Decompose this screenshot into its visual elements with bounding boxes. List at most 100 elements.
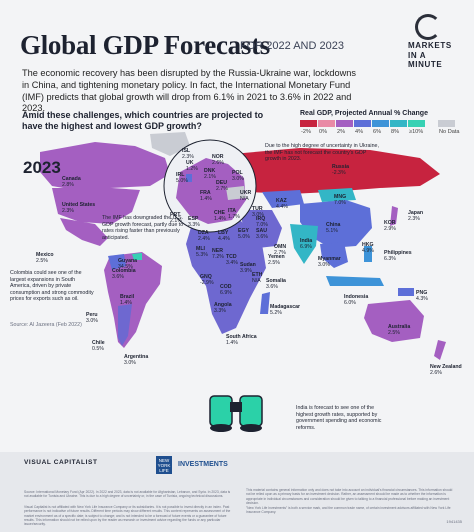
country-name: Angola <box>214 302 232 308</box>
country-name: Philippines <box>384 250 412 256</box>
legend-swatch <box>336 120 353 127</box>
region-mexico <box>60 218 108 246</box>
country-value: 3.3% <box>214 308 226 314</box>
legend-label: No Data <box>439 129 460 135</box>
country-value: 1.4% <box>120 300 132 306</box>
country-value: N/A <box>240 196 249 202</box>
country-name: Mexico <box>36 252 54 258</box>
colombia-source: Source: Al Jazeera (Feb 2022) <box>10 322 82 328</box>
ireland-inset <box>186 174 192 182</box>
europe-inset-land <box>176 158 246 224</box>
region-australia <box>364 300 424 342</box>
region-argentina <box>118 304 132 346</box>
country-name: Myanmar <box>318 256 341 262</box>
footer-source: Source: International Monetary Fund (Apr… <box>24 490 231 499</box>
country-name: POL <box>232 170 243 176</box>
country-value: 5.3% <box>196 252 208 258</box>
country-value: 7.0% <box>256 222 268 228</box>
country-value: 4.3% <box>416 296 428 302</box>
legend-swatch <box>390 120 407 127</box>
footer-disclaimer-1: Visual Capitalist is not affiliated with… <box>24 505 231 527</box>
footer-disclaimer-2: This material contains general informati… <box>246 488 453 505</box>
legend-label: -2% <box>301 129 311 135</box>
legend-title: Real GDP, Projected Annual % Change <box>300 110 428 117</box>
region-japan <box>390 206 398 226</box>
country-value: 2.7% <box>274 250 286 256</box>
country-value: -2.3% <box>332 170 346 176</box>
country-value: 4.4% <box>276 204 288 210</box>
country-name: KOR <box>384 220 396 226</box>
country-name: UKR <box>240 190 251 196</box>
legend-label: ≥10% <box>409 129 424 135</box>
country-value: 2.8% <box>62 182 74 188</box>
country-value: 1.7% <box>228 214 240 220</box>
region-china <box>300 200 372 248</box>
country-name: CHE <box>214 210 225 216</box>
country-value: 34.5% <box>118 264 133 270</box>
country-value: 5.1% <box>326 228 338 234</box>
region-canada <box>40 142 170 190</box>
country-name: ETH <box>252 272 263 278</box>
country-name: MLI <box>196 246 205 252</box>
country-value: 2.5% <box>268 260 280 266</box>
country-value: 2.5% <box>36 258 48 264</box>
country-name: Guyana <box>118 258 137 264</box>
legend-swatch <box>438 120 455 127</box>
legend-swatch <box>300 120 317 127</box>
us-note: The IMF has downgraded the U.S. GDP grow… <box>102 215 184 241</box>
region-africa <box>186 220 266 334</box>
country-name: IRL <box>176 172 185 178</box>
country-value: -2.9% <box>200 280 214 286</box>
country-name: PRT <box>170 212 181 218</box>
region-madagascar <box>260 292 270 314</box>
country-value: 1.4% <box>200 196 212 202</box>
country-name: Argentina <box>124 354 148 360</box>
question-text: Amid these challenges, which countries a… <box>22 110 264 131</box>
country-value: 2.5% <box>388 330 400 336</box>
country-value: 3.0% <box>252 212 264 218</box>
page-title: Global GDP Forecasts <box>20 30 270 60</box>
country-value: 7.2% <box>212 254 224 260</box>
logo-line-2: IN A MINUTE <box>408 51 443 69</box>
country-value: 1.2% <box>186 166 198 172</box>
country-value: 3.0% <box>232 176 244 182</box>
logo-line-1: MARKETS <box>408 41 452 50</box>
country-value: 2.4% <box>198 236 210 242</box>
country-value: 3.6% <box>266 284 278 290</box>
country-name: Brazil <box>120 294 135 300</box>
country-name: China <box>326 222 341 228</box>
country-name: Sudan <box>240 262 256 268</box>
country-value: 1.4% <box>226 340 238 346</box>
country-value: 3.3% <box>188 222 200 228</box>
country-value: 5.0% <box>238 234 250 240</box>
country-name: DEU <box>216 180 227 186</box>
region-guyana <box>132 253 142 260</box>
country-name: Somalia <box>266 278 286 284</box>
legend-label: 8% <box>391 129 400 135</box>
ukraine-inset <box>226 186 246 200</box>
region-united-states <box>52 188 140 224</box>
logo-ring-icon <box>415 14 441 40</box>
country-name: Colombia <box>112 268 136 274</box>
country-value: 3.9% <box>240 268 252 274</box>
country-value: 2.6% <box>212 160 224 166</box>
country-name: Chile <box>92 340 105 346</box>
country-value: 4.4% <box>218 236 230 242</box>
country-name: EGY <box>238 228 249 234</box>
region-greenland <box>150 132 190 156</box>
investments-label: INVESTMENTS <box>178 461 228 468</box>
country-value: 2.7% <box>216 186 228 192</box>
country-name: UK <box>186 160 194 166</box>
country-name: KAZ <box>276 198 287 204</box>
country-name: NOR <box>212 154 224 160</box>
ukraine-note: Due to the high degree of uncertainty in… <box>265 143 379 162</box>
country-name: TCD <box>226 254 237 260</box>
legend-label: 6% <box>373 129 382 135</box>
country-name: Peru <box>86 312 98 318</box>
region-colombia <box>108 254 126 270</box>
legend-swatch <box>354 120 371 127</box>
country-name: DZA <box>198 230 209 236</box>
country-value: 6.0% <box>344 300 356 306</box>
country-name: IRQ <box>256 216 265 222</box>
